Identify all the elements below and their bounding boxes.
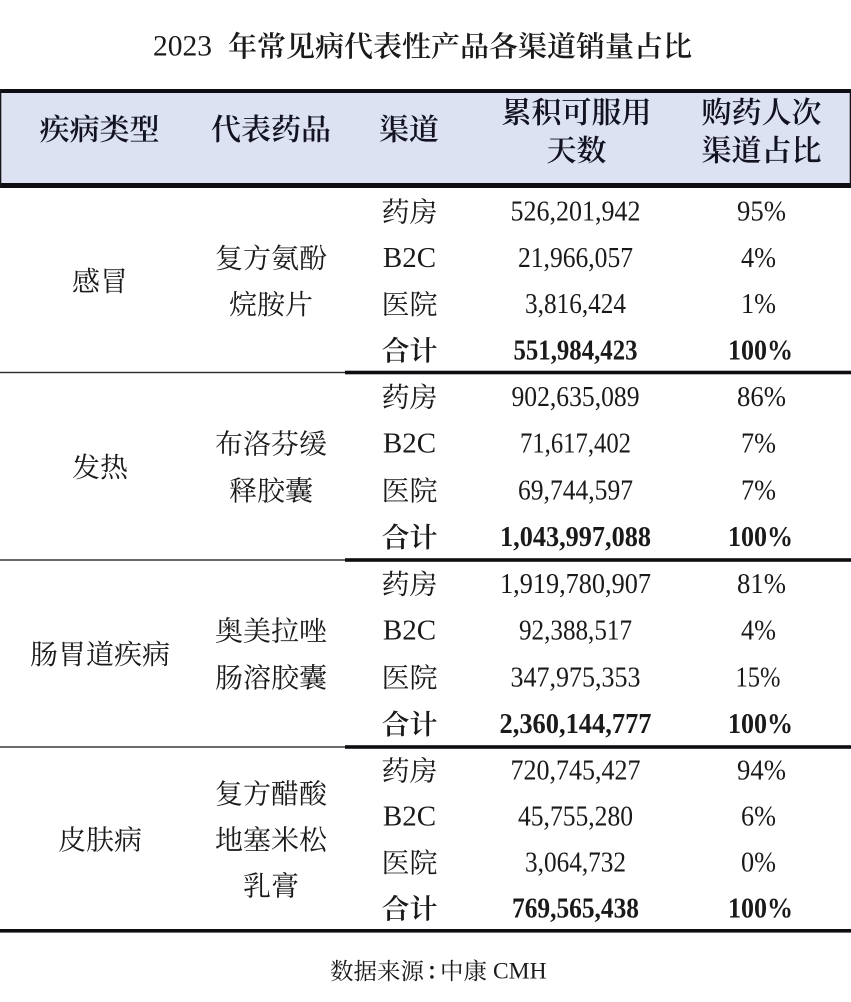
svg-text:CMH: CMH	[493, 958, 547, 984]
svg-text:92,388,517: 92,388,517	[519, 615, 632, 647]
svg-text:100%: 100%	[728, 708, 793, 740]
svg-text:69,744,597: 69,744,597	[518, 474, 633, 506]
svg-text:94%: 94%	[737, 755, 786, 787]
svg-text:7%: 7%	[741, 474, 776, 506]
svg-text:902,635,089: 902,635,089	[512, 381, 640, 413]
svg-text:3,064,732: 3,064,732	[525, 847, 626, 879]
svg-text:3,816,424: 3,816,424	[525, 288, 626, 320]
svg-text:6%: 6%	[741, 801, 776, 833]
svg-text:95%: 95%	[737, 196, 786, 228]
svg-text:100%: 100%	[728, 521, 793, 553]
svg-text:21,966,057: 21,966,057	[518, 242, 633, 274]
svg-text:2023: 2023	[153, 29, 212, 62]
svg-text:100%: 100%	[728, 893, 793, 925]
svg-text:347,975,353: 347,975,353	[511, 661, 641, 693]
svg-text:15%: 15%	[736, 661, 781, 693]
svg-text:1,919,780,907: 1,919,780,907	[500, 568, 651, 600]
svg-text:769,565,438: 769,565,438	[512, 893, 639, 925]
svg-text:100%: 100%	[728, 334, 793, 366]
svg-text:2,360,144,777: 2,360,144,777	[500, 708, 652, 740]
svg-text:B2C: B2C	[383, 242, 436, 274]
svg-text:45,755,280: 45,755,280	[518, 801, 633, 833]
svg-text:4%: 4%	[741, 242, 776, 274]
svg-text:0%: 0%	[741, 847, 776, 879]
svg-text:81%: 81%	[737, 568, 786, 600]
svg-text:B2C: B2C	[383, 428, 436, 460]
svg-text:86%: 86%	[737, 381, 786, 413]
svg-text:1,043,997,088: 1,043,997,088	[500, 521, 651, 553]
svg-text:4%: 4%	[741, 615, 776, 647]
svg-text:B2C: B2C	[383, 801, 436, 833]
svg-text:7%: 7%	[741, 428, 776, 460]
svg-text:720,745,427: 720,745,427	[511, 755, 641, 787]
svg-text:551,984,423: 551,984,423	[514, 334, 638, 366]
svg-text:B2C: B2C	[383, 615, 436, 647]
svg-text:526,201,942: 526,201,942	[511, 196, 641, 228]
svg-text:71,617,402: 71,617,402	[520, 428, 631, 460]
svg-text:1%: 1%	[741, 288, 776, 320]
